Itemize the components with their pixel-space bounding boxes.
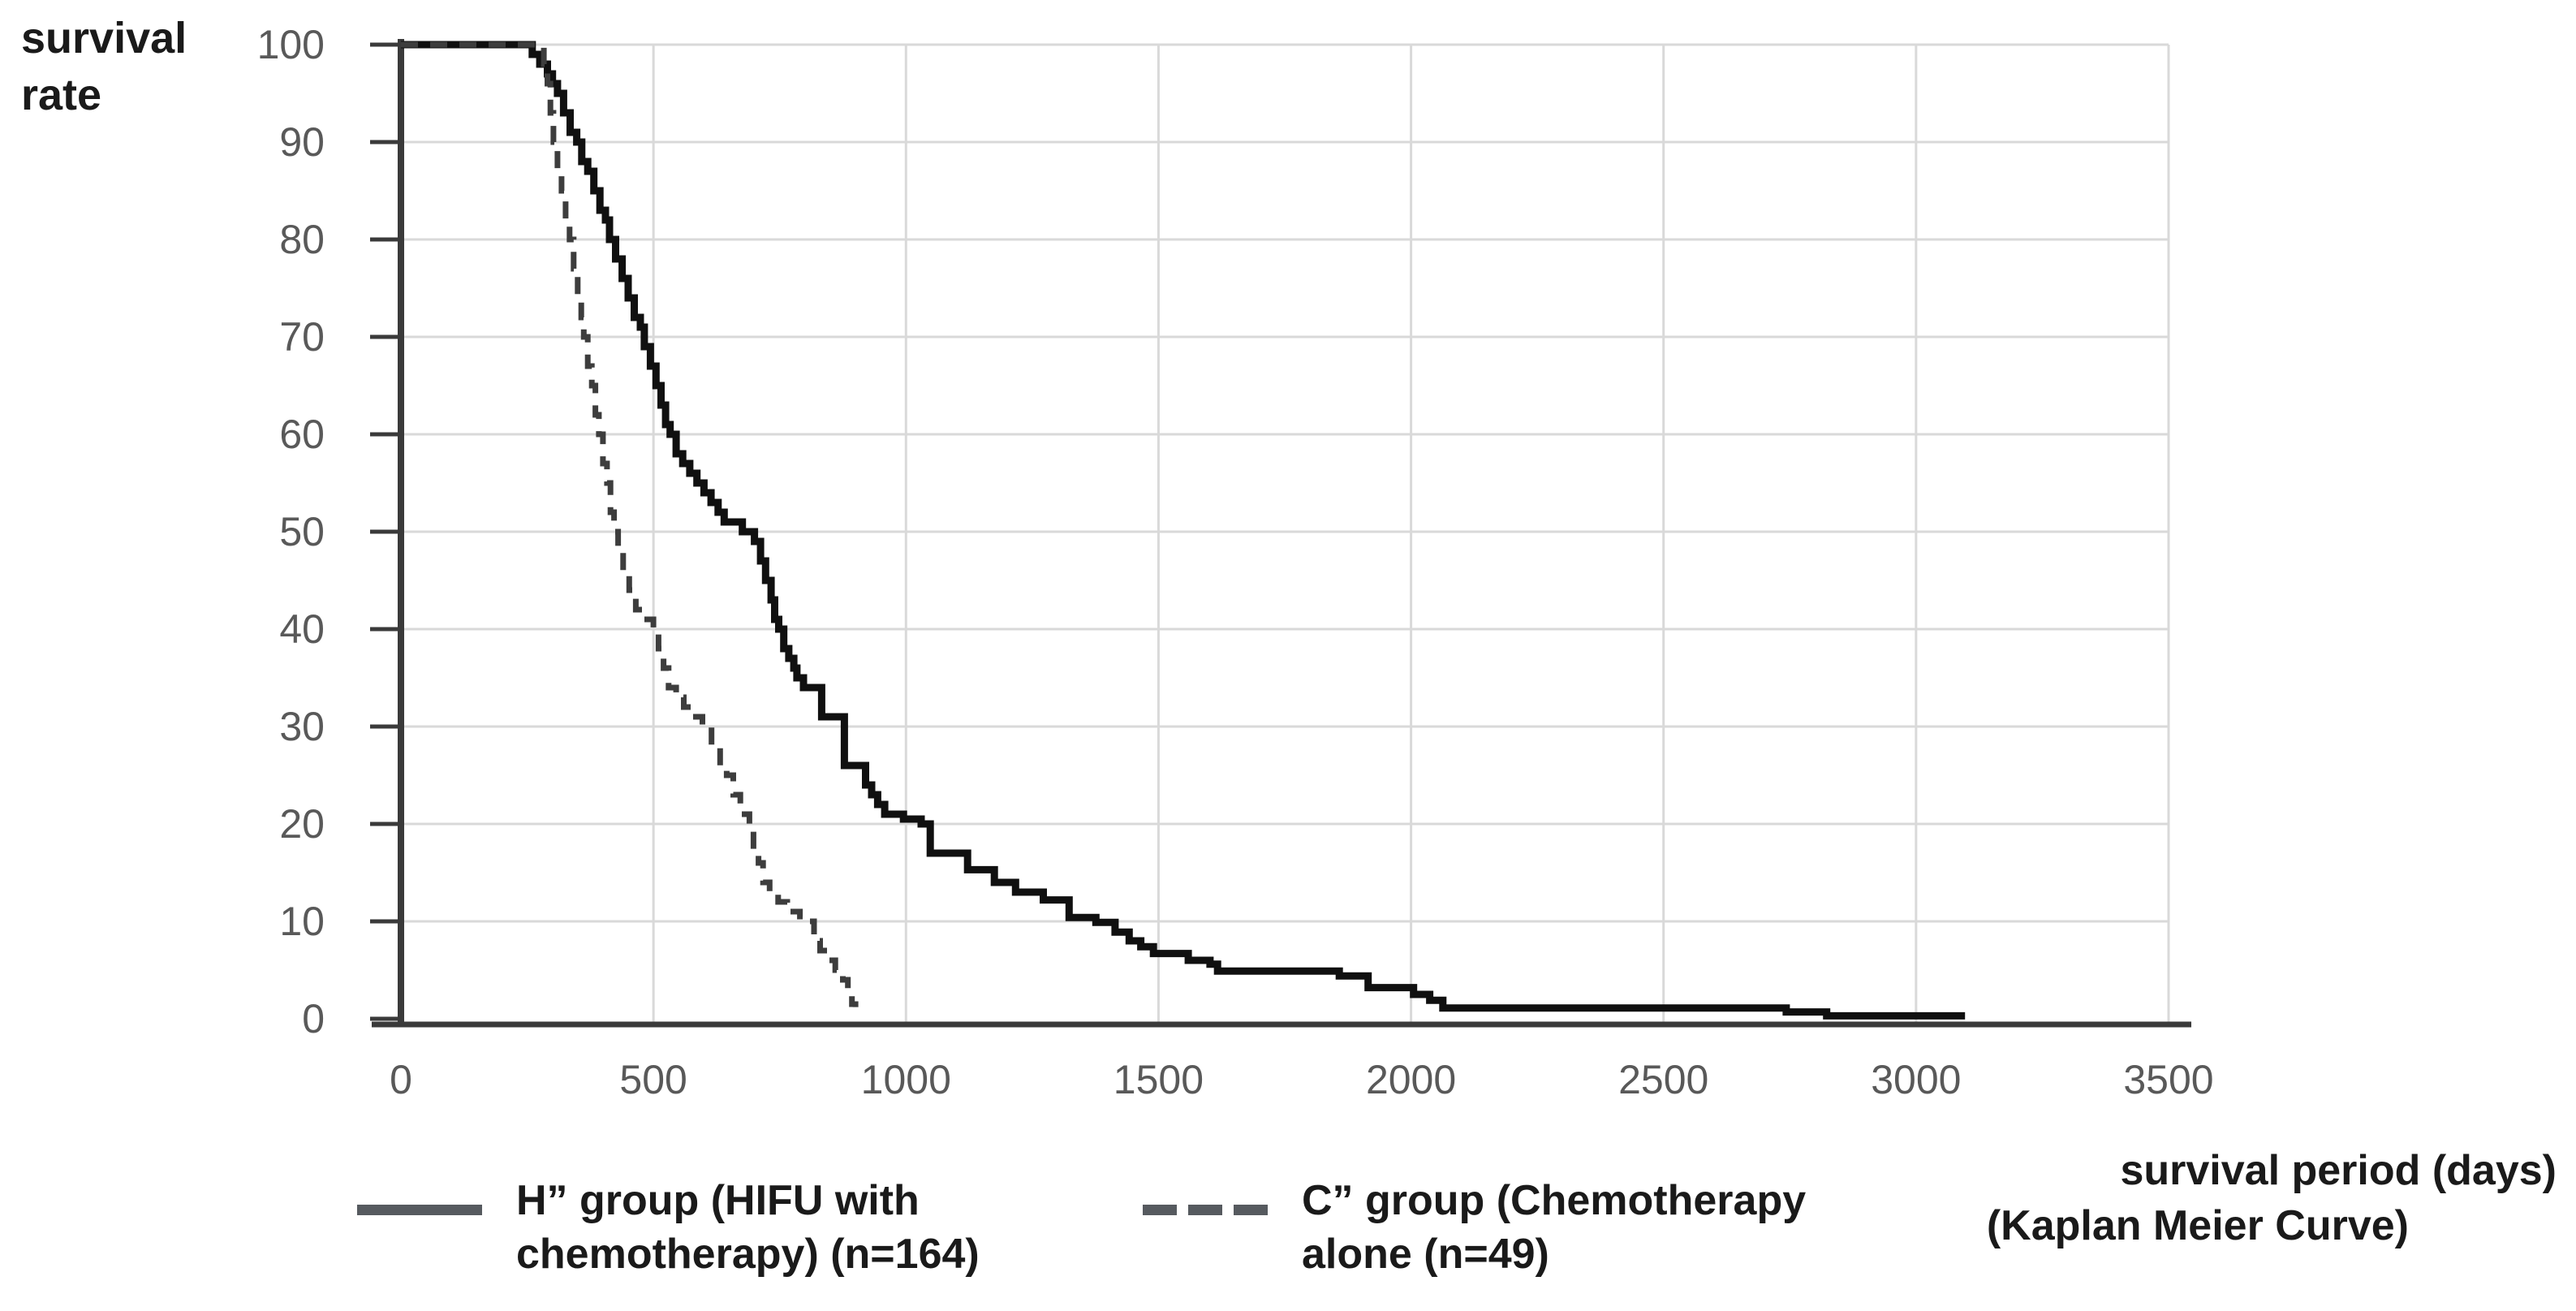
legend-item-h-group: H” group (HIFU with chemotherapy) (n=164… (357, 1174, 980, 1281)
y-tick-label-100: 100 (256, 22, 325, 67)
y-tick-label-50: 50 (279, 509, 325, 554)
x-axis-title: survival period (days) (2120, 1147, 2557, 1194)
y-tick-label-40: 40 (279, 606, 325, 652)
h-group-survival-curve (401, 41, 1966, 1020)
x-tick-label-0: 0 (390, 1057, 412, 1102)
x-tick-label-1500: 1500 (1113, 1057, 1204, 1102)
x-tick-label-2500: 2500 (1618, 1057, 1709, 1102)
y-tick-label-80: 80 (279, 217, 325, 262)
y-tick-label-30: 30 (279, 704, 325, 749)
y-tick-label-90: 90 (279, 119, 325, 165)
legend-item-c-group: C” group (Chemotherapy alone (n=49) (1143, 1174, 1806, 1281)
x-tick-label-2000: 2000 (1365, 1057, 1457, 1102)
x-tick-label-3000: 3000 (1871, 1057, 1962, 1102)
x-tick-label-500: 500 (619, 1057, 687, 1102)
h-group-legend-label: H” group (HIFU with chemotherapy) (n=164… (516, 1177, 980, 1278)
y-tick-label-60: 60 (279, 412, 325, 457)
y-tick-label-10: 10 (279, 899, 325, 944)
y-tick-label-0: 0 (302, 996, 325, 1041)
x-axis-subtitle: (Kaplan Meier Curve) (1986, 1202, 2409, 1249)
c-group-survival-curve (401, 41, 859, 1007)
x-tick-label-1000: 1000 (860, 1057, 951, 1102)
y-axis-title: survival rate (21, 14, 187, 119)
c-group-legend-label: C” group (Chemotherapy alone (n=49) (1302, 1177, 1807, 1278)
x-tick-label-3500: 3500 (2123, 1057, 2214, 1102)
y-tick-label-20: 20 (279, 801, 325, 847)
c-group-dashed-line-swatch (1143, 1205, 1268, 1215)
y-tick-label-70: 70 (279, 314, 325, 360)
h-group-solid-line-swatch (357, 1205, 482, 1215)
